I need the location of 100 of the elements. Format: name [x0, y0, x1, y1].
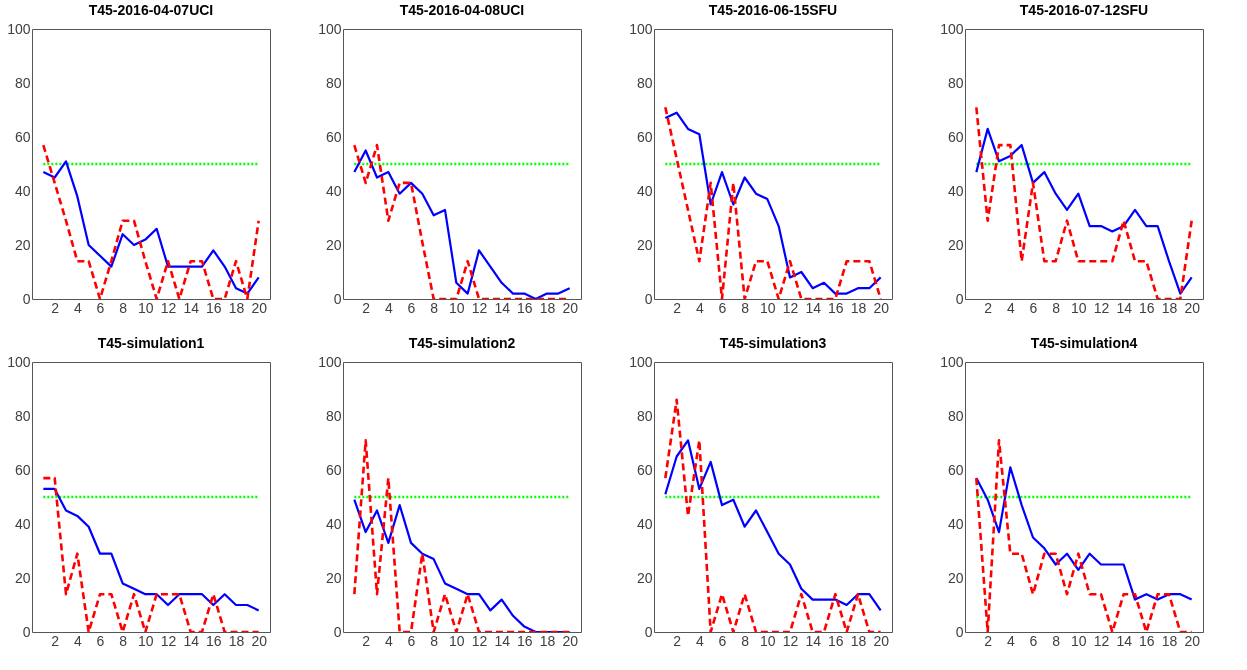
- chart-title: T45-simulation2: [408, 335, 516, 351]
- x-tick-label: 2: [984, 632, 993, 649]
- x-tick-label: 20: [562, 632, 579, 649]
- x-tick-label: 18: [850, 299, 867, 316]
- x-tick-label: 14: [183, 299, 200, 316]
- y-tick-label: 20: [325, 569, 342, 586]
- x-tick-label: 10: [1071, 632, 1087, 649]
- x-tick-label: 6: [1029, 299, 1038, 316]
- x-tick-label: 10: [449, 632, 465, 649]
- y-tick-label: 100: [629, 20, 653, 37]
- y-tick-label: 60: [636, 128, 653, 145]
- x-tick-label: 12: [1093, 299, 1110, 316]
- x-tick-label: 14: [1116, 299, 1133, 316]
- x-tick-label: 18: [1161, 299, 1178, 316]
- x-tick-label: 16: [1139, 299, 1155, 316]
- chart-title: T45-2016-07-12SFU: [1019, 2, 1149, 18]
- y-tick-label: 60: [947, 461, 964, 478]
- y-tick-label: 40: [325, 182, 342, 199]
- line-series: [42, 487, 260, 612]
- chart-title: T45-simulation4: [1030, 335, 1138, 351]
- y-tick-label: 0: [22, 623, 31, 640]
- y-tick-label: 100: [318, 20, 342, 37]
- line-series: [42, 476, 260, 632]
- x-tick-label: 20: [1184, 299, 1201, 316]
- x-tick-label: 8: [1052, 632, 1061, 649]
- x-tick-label: 12: [471, 299, 488, 316]
- x-tick-label: 8: [119, 299, 128, 316]
- x-tick-label: 6: [1029, 632, 1038, 649]
- x-tick-label: 2: [984, 299, 993, 316]
- x-tick-label: 8: [741, 299, 750, 316]
- y-tick-label: 60: [14, 128, 31, 145]
- y-tick-label: 20: [636, 569, 653, 586]
- x-tick-label: 20: [251, 632, 268, 649]
- y-tick-label: 0: [22, 290, 31, 307]
- y-tick-label: 0: [333, 290, 342, 307]
- x-tick-label: 18: [228, 632, 245, 649]
- line-series: [664, 398, 882, 632]
- y-tick-label: 60: [947, 128, 964, 145]
- x-tick-label: 2: [51, 299, 60, 316]
- x-tick-label: 10: [138, 632, 154, 649]
- x-tick-label: 20: [251, 299, 268, 316]
- x-tick-label: 6: [96, 632, 105, 649]
- x-tick-label: 4: [695, 299, 704, 316]
- chart-title: T45-2016-06-15SFU: [708, 2, 838, 18]
- x-tick-label: 8: [430, 632, 439, 649]
- y-tick-label: 0: [644, 290, 653, 307]
- y-tick-label: 80: [325, 407, 342, 424]
- x-tick-label: 6: [718, 632, 727, 649]
- y-tick-label: 40: [636, 182, 653, 199]
- x-tick-label: 14: [1116, 632, 1133, 649]
- y-tick-label: 100: [940, 353, 964, 370]
- y-tick-label: 80: [636, 74, 653, 91]
- x-tick-label: 4: [384, 632, 393, 649]
- x-tick-label: 16: [1139, 632, 1155, 649]
- line-series: [353, 439, 571, 632]
- x-tick-label: 2: [673, 632, 682, 649]
- x-tick-label: 4: [384, 299, 393, 316]
- x-tick-label: 18: [850, 632, 867, 649]
- x-tick-label: 10: [760, 299, 776, 316]
- y-tick-label: 40: [636, 515, 653, 532]
- y-tick-label: 20: [325, 236, 342, 253]
- x-tick-label: 14: [805, 632, 822, 649]
- x-tick-label: 18: [1161, 632, 1178, 649]
- x-tick-label: 16: [828, 632, 844, 649]
- y-tick-label: 40: [325, 515, 342, 532]
- x-tick-label: 14: [494, 299, 511, 316]
- line-series: [975, 466, 1193, 601]
- x-tick-label: 10: [1071, 299, 1087, 316]
- y-tick-label: 0: [333, 623, 342, 640]
- y-tick-label: 80: [14, 407, 31, 424]
- line-series: [975, 439, 1193, 632]
- y-tick-label: 60: [14, 461, 31, 478]
- y-tick-label: 80: [947, 407, 964, 424]
- x-tick-label: 4: [1006, 632, 1015, 649]
- x-tick-label: 6: [407, 632, 416, 649]
- x-tick-label: 4: [73, 299, 82, 316]
- y-tick-label: 0: [955, 290, 964, 307]
- x-tick-label: 16: [828, 299, 844, 316]
- y-tick-label: 40: [14, 182, 31, 199]
- x-tick-label: 12: [1093, 632, 1110, 649]
- y-tick-label: 100: [7, 353, 31, 370]
- y-tick-label: 0: [955, 623, 964, 640]
- y-tick-label: 80: [636, 407, 653, 424]
- y-tick-label: 0: [644, 623, 653, 640]
- line-series: [353, 498, 571, 632]
- x-tick-label: 12: [471, 632, 488, 649]
- x-tick-label: 12: [782, 299, 799, 316]
- chart-title: T45-simulation1: [97, 335, 205, 351]
- y-tick-label: 20: [14, 236, 31, 253]
- y-tick-label: 60: [636, 461, 653, 478]
- x-tick-label: 2: [362, 299, 371, 316]
- line-series: [664, 439, 882, 612]
- chart-title: T45-2016-04-07UCI: [88, 2, 214, 18]
- x-tick-label: 2: [362, 632, 371, 649]
- y-tick-label: 20: [636, 236, 653, 253]
- x-tick-label: 12: [160, 632, 177, 649]
- x-tick-label: 18: [228, 299, 245, 316]
- y-tick-label: 20: [947, 569, 964, 586]
- chart-title: T45-2016-04-08UCI: [399, 2, 525, 18]
- x-tick-label: 8: [119, 632, 128, 649]
